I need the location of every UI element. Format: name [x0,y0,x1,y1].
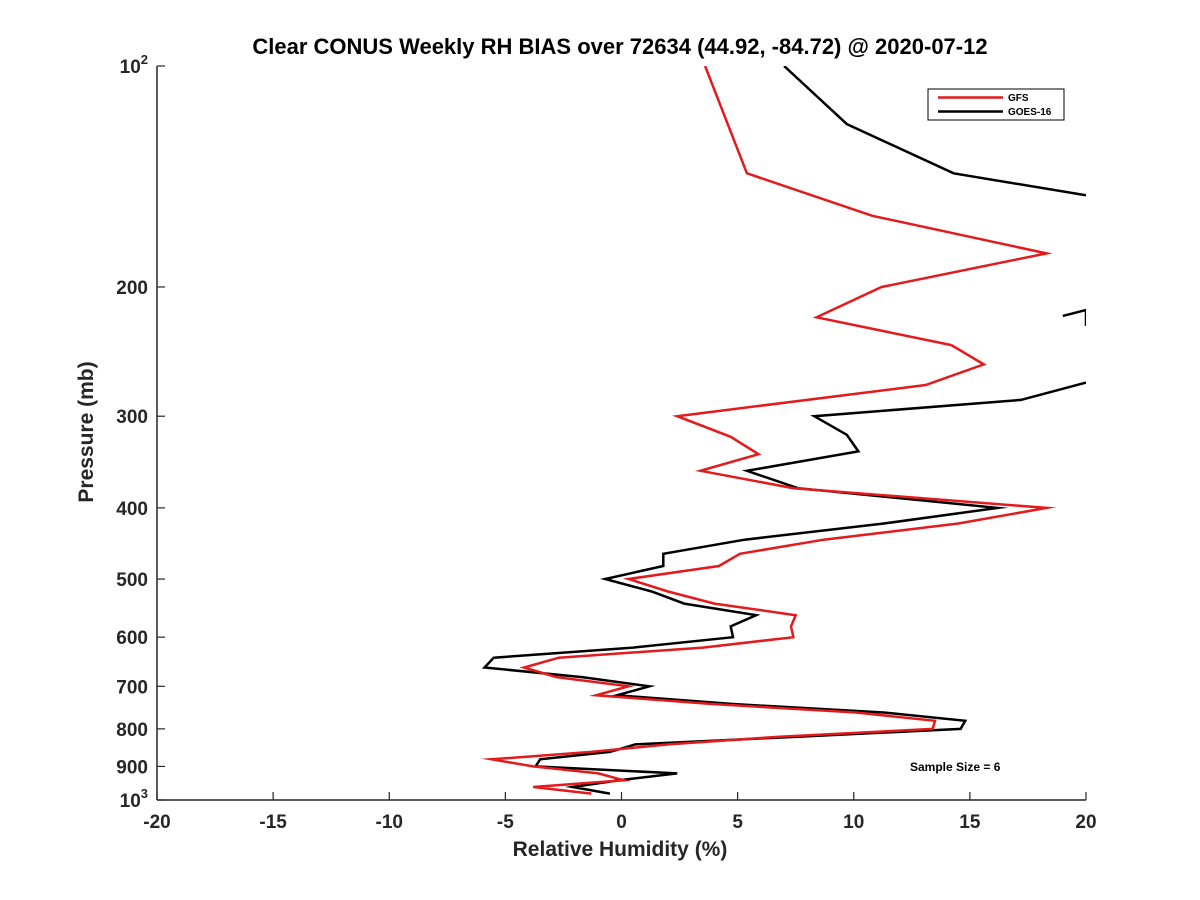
y-tick-label: 700 [116,677,148,698]
y-tick-label: 300 [116,407,148,428]
y-tick-label: 200 [116,278,148,299]
y-tick-label: 102 [120,52,148,78]
chart-title: Clear CONUS Weekly RH BIAS over 72634 (4… [252,34,987,59]
y-tick-label: 600 [116,628,148,649]
series-goes16-line-2 [1062,308,1086,326]
legend-gfs-label: GFS [1008,93,1029,104]
series-goes16-line-3 [481,381,1086,795]
series-goes16-line-1 [783,66,1086,197]
x-tick-label: -20 [143,812,170,833]
y-tick-label: 800 [116,720,148,741]
y-tick-label: 103 [120,786,148,812]
y-tick-label: 900 [116,757,148,778]
y-tick-label: 500 [116,570,148,591]
series-layer [481,66,1086,795]
x-tick-label: 15 [959,812,981,833]
x-tick-label: 5 [732,812,743,833]
y-axis-label: Pressure (mb) [75,361,98,502]
x-tick-label: -10 [376,812,403,833]
x-tick-label: -5 [497,812,514,833]
sample-size-annotation: Sample Size = 6 [910,760,1001,774]
x-tick-label: 20 [1075,812,1096,833]
legend-goes16-label: GOES-16 [1008,107,1052,118]
x-tick-label: 10 [843,812,864,833]
legend-box [927,88,1065,121]
x-tick-label: 0 [616,812,627,833]
x-axis-label: Relative Humidity (%) [513,838,728,861]
legend: GFS GOES-16 [927,88,1065,121]
axes-layer: -20 -15 -10 -5 0 5 10 15 20 102 200 300 400 500 600 700… [116,52,1096,833]
y-tick-label: 400 [116,499,148,520]
x-tick-label: -15 [259,812,287,833]
series-gfs-line [481,66,1057,795]
